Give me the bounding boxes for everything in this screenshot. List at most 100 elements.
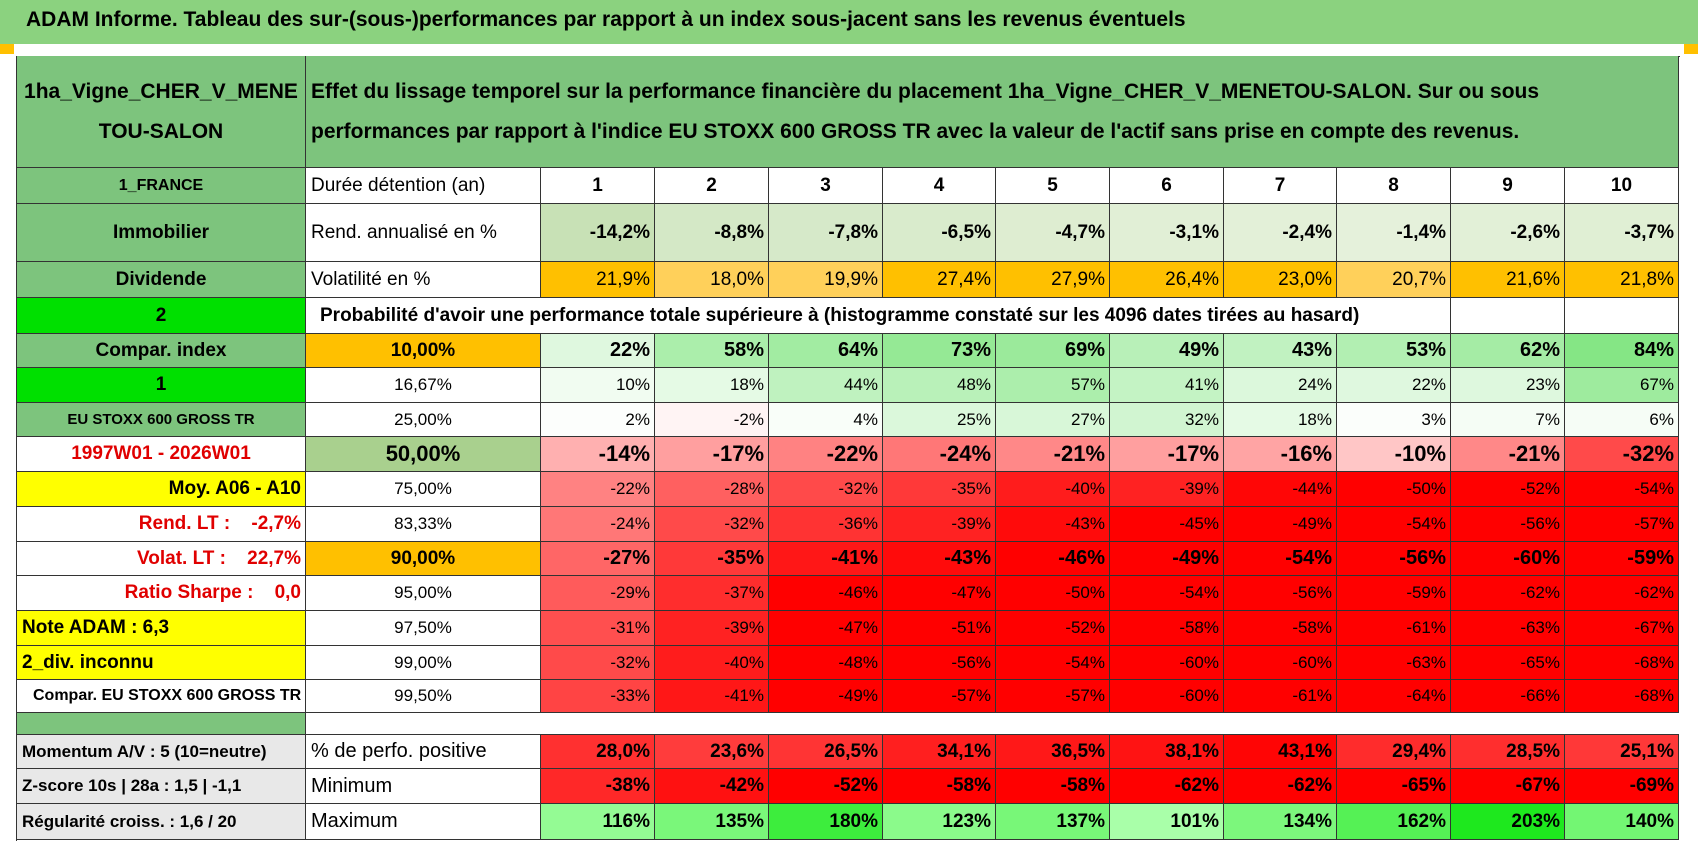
probability-value: -49% xyxy=(769,680,883,713)
volatility-value: 21,8% xyxy=(1565,262,1679,298)
stat-value: 36,5% xyxy=(996,735,1110,769)
volatility-value: 21,9% xyxy=(541,262,655,298)
probability-value: -41% xyxy=(655,680,769,713)
caption: Probabilité d'avoir une performance tota… xyxy=(306,298,1451,334)
return-value: -6,5% xyxy=(883,204,996,262)
return-value: -1,4% xyxy=(1337,204,1451,262)
probability-value: 27% xyxy=(996,403,1110,437)
stat-value: 38,1% xyxy=(1110,735,1224,769)
probability-value: -62% xyxy=(1451,576,1565,611)
threshold: 97,50% xyxy=(306,611,541,646)
probability-value: -35% xyxy=(655,542,769,576)
probability-value: 64% xyxy=(769,334,883,368)
year: 1 xyxy=(541,168,655,204)
empty-cell xyxy=(1565,298,1679,334)
stat-value: -65% xyxy=(1337,769,1451,804)
probability-value: -40% xyxy=(655,646,769,680)
stat-value: 26,5% xyxy=(769,735,883,769)
threshold: 95,00% xyxy=(306,576,541,611)
probability-value: -67% xyxy=(1565,611,1679,646)
country: 1_FRANCE xyxy=(17,168,306,204)
corner-mark xyxy=(0,44,14,54)
threshold: 75,00% xyxy=(306,472,541,507)
probability-value: -54% xyxy=(1337,507,1451,542)
row-label: Compar. index xyxy=(17,334,306,368)
probability-value: -17% xyxy=(655,437,769,472)
stat-value: -58% xyxy=(996,769,1110,804)
probability-value: -21% xyxy=(996,437,1110,472)
probability-value: -24% xyxy=(541,507,655,542)
row-label: 1 xyxy=(17,368,306,403)
stat-value: 43,1% xyxy=(1224,735,1337,769)
return-value: -3,7% xyxy=(1565,204,1679,262)
probability-value: 18% xyxy=(655,368,769,403)
spacer xyxy=(306,713,1679,735)
probability-value: -39% xyxy=(883,507,996,542)
threshold: 50,00% xyxy=(306,437,541,472)
row-label: Compar. EU STOXX 600 GROSS TR xyxy=(17,680,306,713)
probability-value: -60% xyxy=(1110,680,1224,713)
probability-value: -56% xyxy=(1451,507,1565,542)
probability-value: -14% xyxy=(541,437,655,472)
probability-value: 18% xyxy=(1224,403,1337,437)
row-label: Rend. LT : -2,7% xyxy=(17,507,306,542)
volatility-value: 18,0% xyxy=(655,262,769,298)
threshold: 10,00% xyxy=(306,334,541,368)
probability-value: -65% xyxy=(1451,646,1565,680)
probability-value: -60% xyxy=(1110,646,1224,680)
probability-value: -44% xyxy=(1224,472,1337,507)
threshold: 99,50% xyxy=(306,680,541,713)
probability-value: -63% xyxy=(1337,646,1451,680)
probability-value: -68% xyxy=(1565,646,1679,680)
threshold: 16,67% xyxy=(306,368,541,403)
row-label: Ratio Sharpe : 0,0 xyxy=(17,576,306,611)
probability-value: -50% xyxy=(996,576,1110,611)
stat-value: -62% xyxy=(1224,769,1337,804)
probability-value: -45% xyxy=(1110,507,1224,542)
probability-value: -32% xyxy=(769,472,883,507)
probability-value: -56% xyxy=(1224,576,1337,611)
probability-value: -49% xyxy=(1224,507,1337,542)
probability-value: 53% xyxy=(1337,334,1451,368)
probability-value: -24% xyxy=(883,437,996,472)
probability-value: 10% xyxy=(541,368,655,403)
year: 7 xyxy=(1224,168,1337,204)
probability-value: 49% xyxy=(1110,334,1224,368)
probability-value: 41% xyxy=(1110,368,1224,403)
title: ADAM Informe. Tableau des sur-(sous-)per… xyxy=(26,8,1186,31)
year: 2 xyxy=(655,168,769,204)
probability-value: -36% xyxy=(769,507,883,542)
probability-value: -59% xyxy=(1337,576,1451,611)
probability-value: 84% xyxy=(1565,334,1679,368)
stat-value: 180% xyxy=(769,804,883,840)
row-header: Minimum xyxy=(306,769,541,804)
row-label: Moy. A06 - A10 xyxy=(17,472,306,507)
probability-value: 25% xyxy=(883,403,996,437)
volatility-value: 27,4% xyxy=(883,262,996,298)
threshold: 90,00% xyxy=(306,542,541,576)
stat-value: 25,1% xyxy=(1565,735,1679,769)
probability-value: -52% xyxy=(1451,472,1565,507)
threshold: 99,00% xyxy=(306,646,541,680)
probability-value: 48% xyxy=(883,368,996,403)
probability-value: -60% xyxy=(1224,646,1337,680)
volatility-value: 19,9% xyxy=(769,262,883,298)
probability-value: -39% xyxy=(1110,472,1224,507)
probability-value: -46% xyxy=(996,542,1110,576)
probability-value: -51% xyxy=(883,611,996,646)
probability-value: -59% xyxy=(1565,542,1679,576)
probability-value: -52% xyxy=(996,611,1110,646)
stat-value: 140% xyxy=(1565,804,1679,840)
probability-value: -22% xyxy=(769,437,883,472)
stat-value: -62% xyxy=(1110,769,1224,804)
probability-value: -43% xyxy=(996,507,1110,542)
probability-value: -50% xyxy=(1337,472,1451,507)
category: Dividende xyxy=(17,262,306,298)
probability-value: -57% xyxy=(1565,507,1679,542)
stat-value: -38% xyxy=(541,769,655,804)
return-value: -2,6% xyxy=(1451,204,1565,262)
probability-value: -47% xyxy=(883,576,996,611)
probability-value: -66% xyxy=(1451,680,1565,713)
